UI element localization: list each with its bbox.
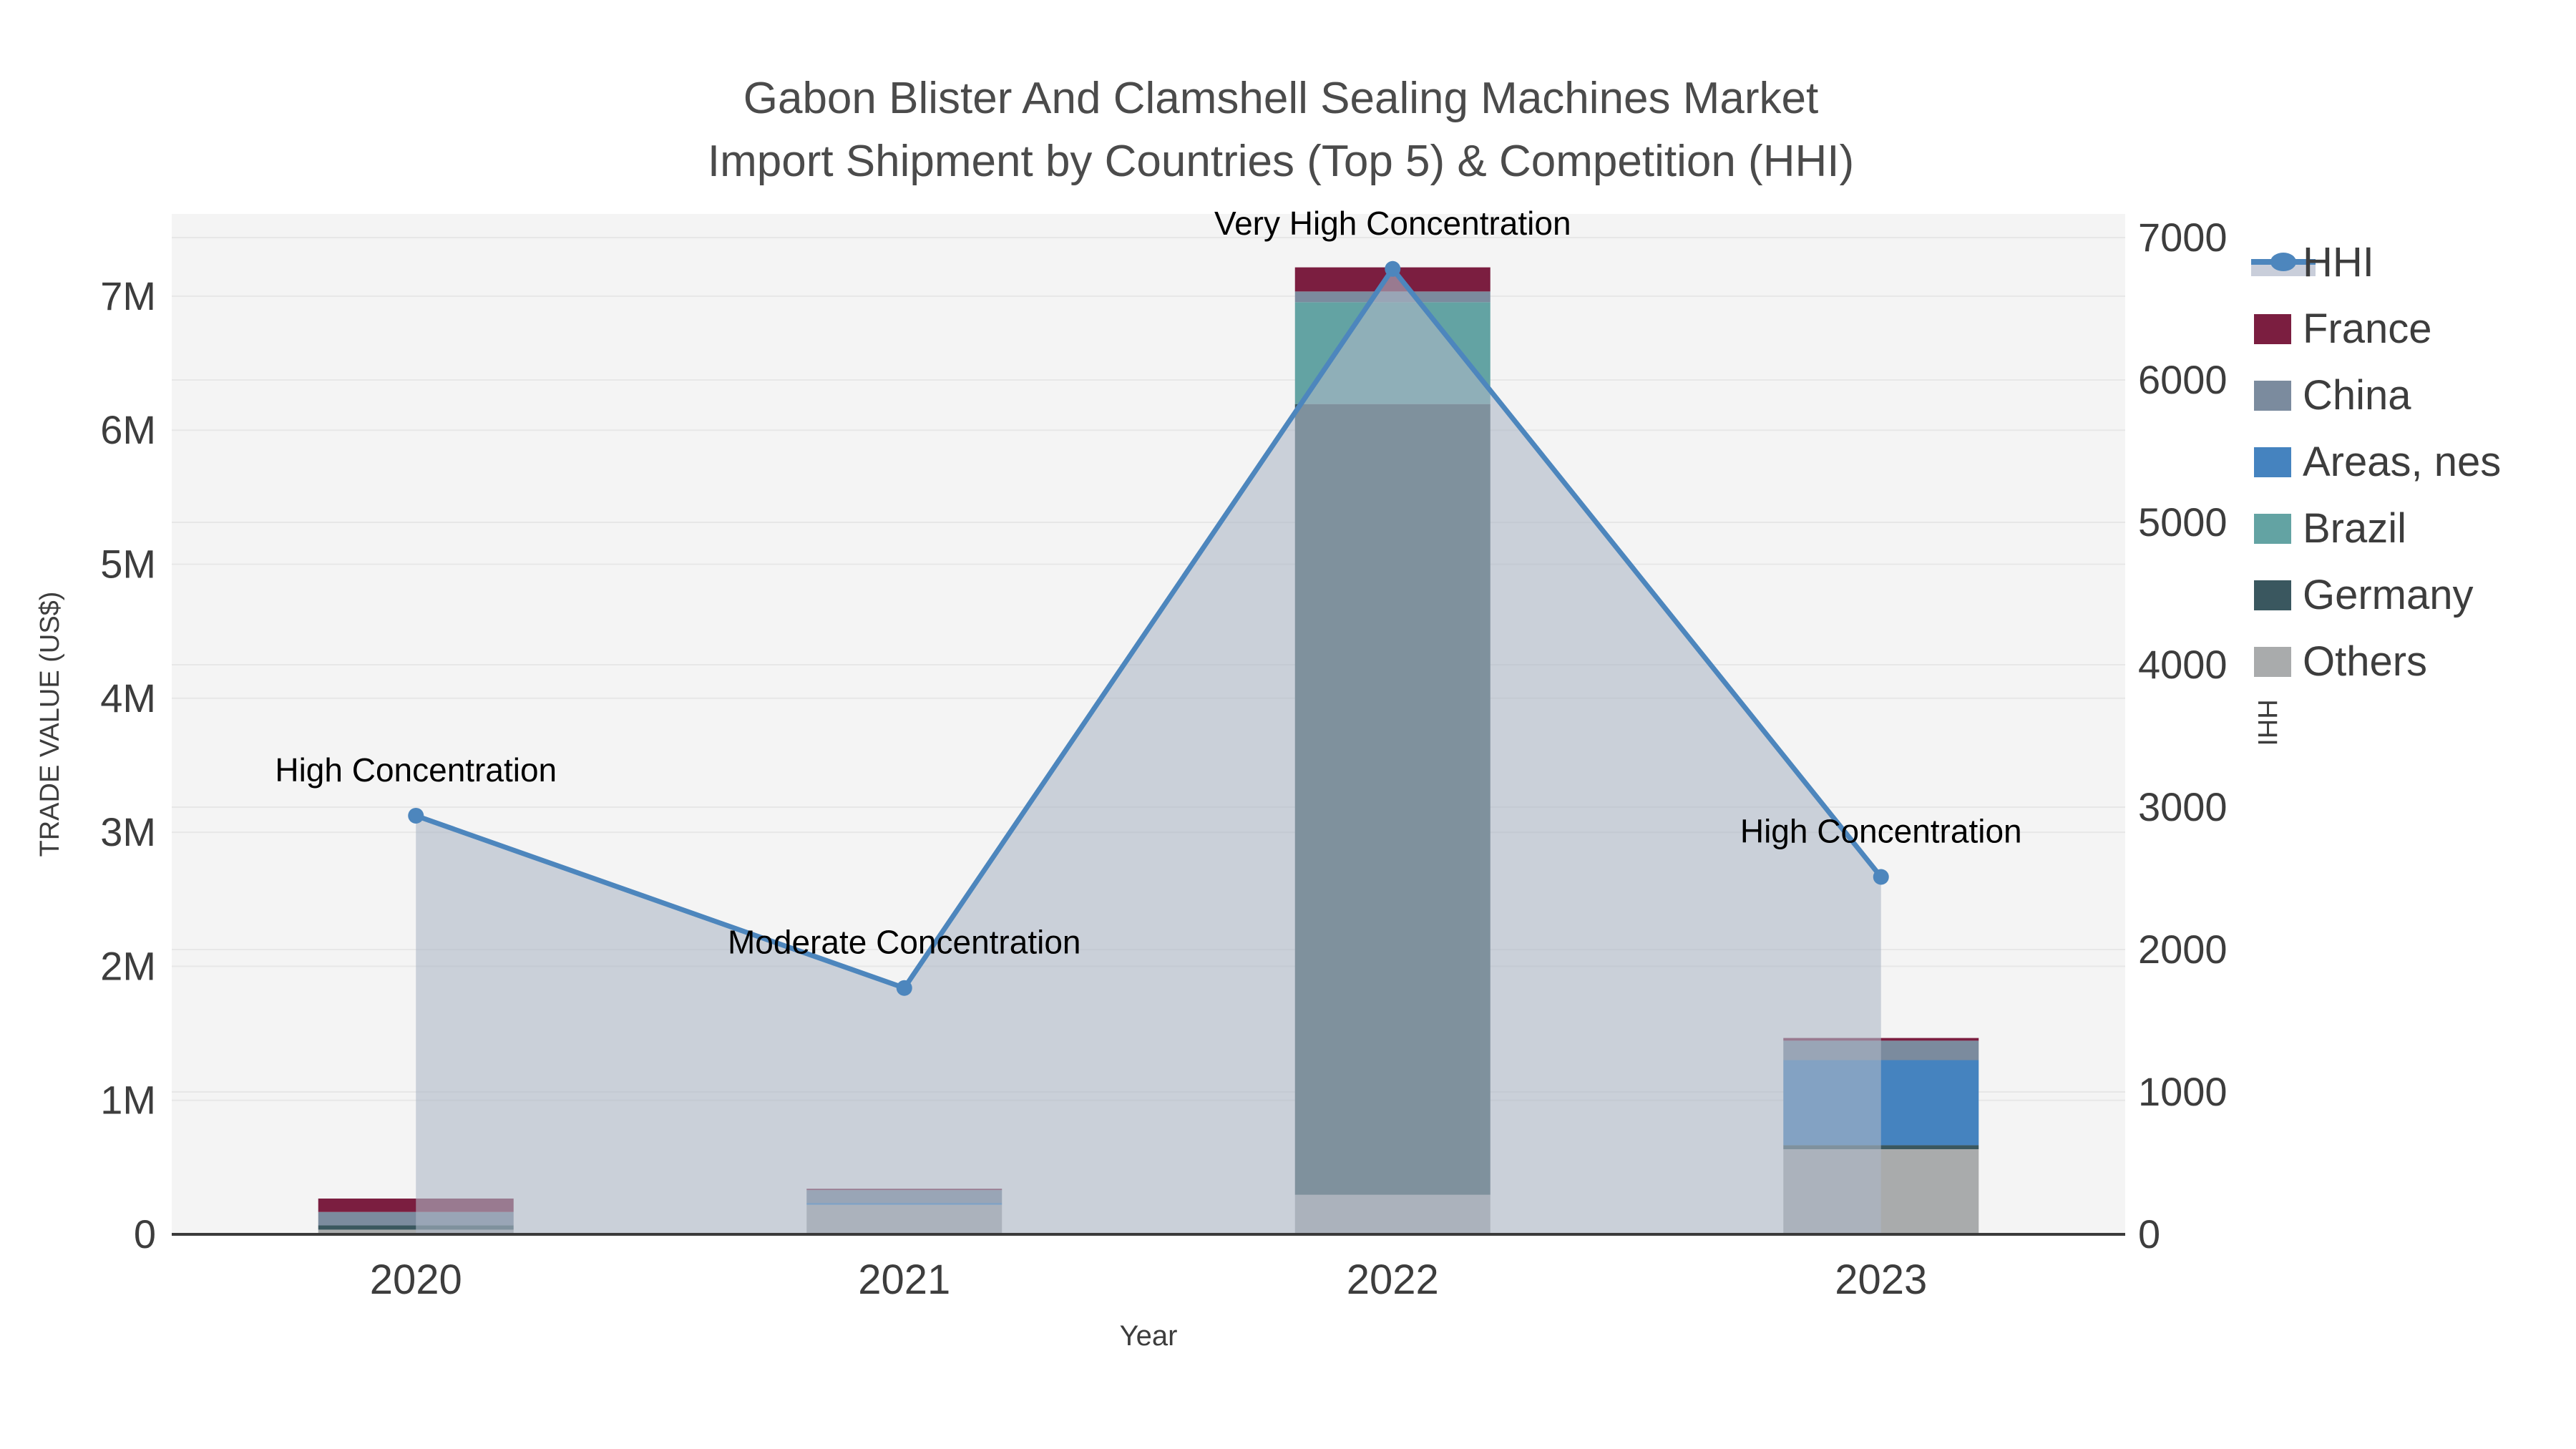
hhi-legend-marker <box>2270 253 2296 271</box>
legend-item-others[interactable]: Others <box>2254 638 2427 685</box>
annotation-2022: Very High Concentration <box>1214 205 1571 242</box>
y-right-tick: 2000 <box>2138 927 2228 972</box>
y-left-axis-title: TRADE VALUE (US$) <box>35 592 65 857</box>
legend-item-germany[interactable]: Germany <box>2254 572 2474 618</box>
hhi-marker-2023[interactable] <box>1873 869 1889 885</box>
chart-title-line1: Gabon Blister And Clamshell Sealing Mach… <box>743 74 1819 123</box>
y-right-tick: 7000 <box>2138 215 2228 260</box>
chart-title-line2: Import Shipment by Countries (Top 5) & C… <box>708 137 1854 186</box>
hhi-marker-2020[interactable] <box>408 807 424 824</box>
x-tick-2023: 2023 <box>1835 1257 1927 1303</box>
x-axis-title: Year <box>1120 1320 1178 1352</box>
legend-label: Areas, nes <box>2303 439 2501 485</box>
x-tick-2022: 2022 <box>1347 1257 1439 1303</box>
annotation-2023: High Concentration <box>1740 813 2022 850</box>
y-left-tick: 0 <box>134 1211 156 1257</box>
y-left-tick: 5M <box>100 542 156 587</box>
legend-swatch <box>2254 381 2291 411</box>
y-right-tick-labels: 0 1000 2000 3000 4000 5000 6000 7000 <box>2138 215 2228 1257</box>
legend-label: HHI <box>2303 239 2374 286</box>
legend-swatch <box>2254 514 2291 544</box>
y-right-tick: 5000 <box>2138 499 2228 545</box>
legend-swatch <box>2254 314 2291 344</box>
legend-label: Germany <box>2303 572 2474 618</box>
legend-item-brazil[interactable]: Brazil <box>2254 505 2406 552</box>
x-tick-2020: 2020 <box>370 1257 462 1303</box>
y-right-tick: 1000 <box>2138 1069 2228 1114</box>
x-tick-2021: 2021 <box>858 1257 950 1303</box>
annotation-2021: Moderate Concentration <box>728 924 1081 961</box>
y-left-tick: 4M <box>100 675 156 721</box>
x-tick-labels: 2020 2021 2022 2023 <box>370 1257 1928 1303</box>
legend-swatch <box>2254 647 2291 677</box>
legend-label: France <box>2303 306 2432 352</box>
y-left-tick: 1M <box>100 1078 156 1123</box>
legend-swatch <box>2254 580 2291 610</box>
legend-item-china[interactable]: China <box>2254 372 2411 419</box>
y-right-tick: 0 <box>2138 1211 2160 1257</box>
y-left-tick: 7M <box>100 273 156 318</box>
legend-swatch <box>2254 447 2291 477</box>
hhi-line <box>415 264 1883 991</box>
y-right-axis-title: HHI <box>2252 699 2282 746</box>
annotations: High Concentration Moderate Concentration… <box>275 205 2021 961</box>
y-right-tick: 3000 <box>2138 784 2228 829</box>
hhi-marker-2021[interactable] <box>896 980 912 996</box>
y-right-tick: 4000 <box>2138 642 2228 687</box>
legend-item-france[interactable]: France <box>2254 306 2432 352</box>
legend-label: China <box>2303 372 2411 419</box>
legend-item-areas-nes[interactable]: Areas, nes <box>2254 439 2501 485</box>
y-left-tick: 2M <box>100 943 156 988</box>
legend: HHI France China Areas, nes Brazil Germany Oth… <box>2251 239 2501 685</box>
legend-item-hhi[interactable]: HHI <box>2251 239 2374 286</box>
hhi-line-layer <box>408 260 1889 1234</box>
annotation-2020: High Concentration <box>275 751 557 789</box>
y-right-tick: 6000 <box>2138 357 2228 402</box>
y-left-tick: 3M <box>100 809 156 854</box>
y-left-tick-labels: 0 1M 2M 3M 4M 5M 6M 7M <box>100 273 156 1257</box>
legend-label: Others <box>2303 638 2427 685</box>
hhi-marker-2022[interactable] <box>1385 260 1401 277</box>
legend-label: Brazil <box>2303 505 2406 552</box>
y-left-tick: 6M <box>100 407 156 452</box>
hhi-area-fill <box>416 268 1881 1234</box>
